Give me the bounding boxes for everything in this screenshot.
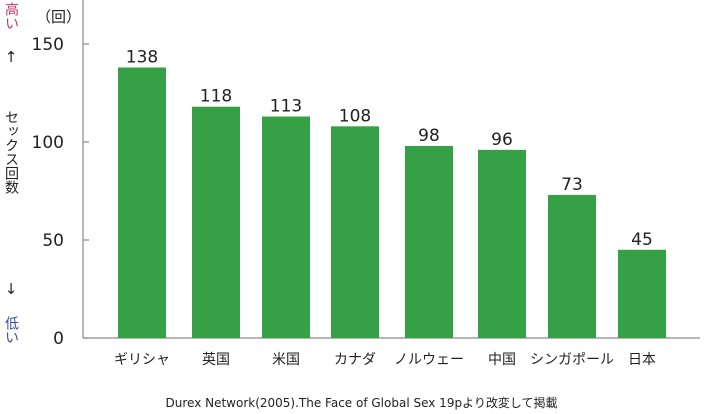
x-tick-label: 米国 — [272, 352, 300, 368]
unit-label: （回） — [36, 8, 82, 26]
y-tick-label: 100 — [32, 133, 64, 153]
value-label-group: 138 118 113 108 98 96 73 45 — [126, 48, 653, 250]
value-label: 113 — [270, 97, 302, 117]
x-tick-label: シンガポール — [530, 352, 614, 368]
high-label: 高い — [3, 2, 19, 30]
bar — [331, 126, 379, 338]
value-label: 98 — [418, 126, 440, 146]
x-tick-label: 中国 — [488, 352, 516, 368]
chart-axes — [82, 0, 700, 339]
bar — [192, 106, 240, 338]
y-tick-label: 0 — [53, 329, 64, 349]
up-arrow-icon: ↑ — [4, 48, 18, 66]
x-tick-label: 日本 — [628, 352, 656, 368]
value-label: 96 — [491, 130, 513, 150]
value-label: 108 — [339, 106, 371, 126]
y-tick-label: 150 — [32, 35, 64, 55]
down-arrow-icon: ↓ — [4, 280, 18, 298]
x-tick-label: ギリシャ — [114, 352, 170, 368]
bar — [118, 67, 166, 339]
low-label: 低い — [3, 316, 19, 344]
value-label: 45 — [631, 230, 653, 250]
bar — [262, 116, 310, 339]
source-note: Durex Network(2005).The Face of Global S… — [165, 396, 558, 410]
bar — [478, 149, 526, 338]
x-tick-label: 英国 — [202, 351, 230, 368]
value-label: 118 — [200, 87, 232, 107]
bar — [618, 249, 666, 338]
bar-group — [118, 67, 666, 339]
y-axis-label: セックス回数 — [3, 110, 19, 194]
value-label: 73 — [561, 175, 583, 195]
x-tick-label-group: ギリシャ 英国 米国 カナダ ノルウェー 中国 シンガポール 日本 — [114, 351, 656, 368]
y-tick-label: 50 — [42, 231, 64, 251]
bar — [405, 145, 453, 338]
x-tick-label: カナダ — [334, 352, 376, 368]
value-label: 138 — [126, 48, 158, 68]
y-tick-label-group: 0 50 100 150 — [32, 35, 64, 349]
x-tick-label: ノルウェー — [394, 352, 464, 368]
bar — [548, 194, 596, 338]
